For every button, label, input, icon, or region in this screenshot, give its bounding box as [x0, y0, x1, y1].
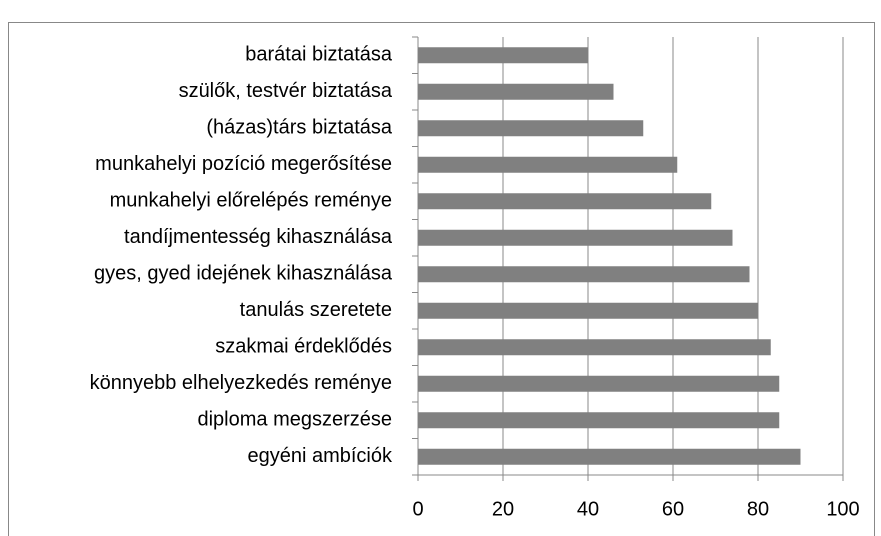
- x-tick-label: 40: [577, 498, 599, 520]
- y-tick-label: tandíjmentesség kihasználása: [124, 226, 393, 248]
- x-tick-label: 20: [492, 498, 514, 520]
- bar: [418, 339, 771, 356]
- bar: [418, 266, 750, 283]
- y-tick-label: szakmai érdeklődés: [215, 336, 392, 358]
- y-tick-label: munkahelyi előrelépés reménye: [110, 190, 392, 212]
- bar: [418, 193, 712, 210]
- y-tick-label: tanulás szeretete: [240, 299, 392, 321]
- x-tick-label: 60: [662, 498, 684, 520]
- bar: [418, 47, 588, 64]
- y-tick-label: egyéni ambíciók: [247, 445, 393, 467]
- bar: [418, 156, 678, 173]
- bar: [418, 375, 780, 392]
- y-tick-label: könnyebb elhelyezkedés reménye: [90, 372, 392, 394]
- y-tick-label: diploma megszerzése: [197, 409, 392, 431]
- y-tick-label: munkahelyi pozíció megerősítése: [95, 153, 392, 175]
- x-tick-label: 0: [412, 498, 423, 520]
- bar: [418, 412, 780, 429]
- y-tick-label: barátai biztatása: [245, 44, 393, 66]
- x-tick-label: 80: [747, 498, 769, 520]
- y-tick-label: (házas)társ biztatása: [206, 117, 393, 139]
- x-tick-label: 100: [826, 498, 859, 520]
- y-tick-label: szülők, testvér biztatása: [179, 80, 393, 102]
- bar: [418, 120, 644, 137]
- bar: [418, 302, 758, 319]
- bar: [418, 229, 733, 246]
- bar: [418, 448, 801, 465]
- bar: [418, 83, 614, 100]
- y-tick-label: gyes, gyed idejének kihasználása: [94, 263, 393, 285]
